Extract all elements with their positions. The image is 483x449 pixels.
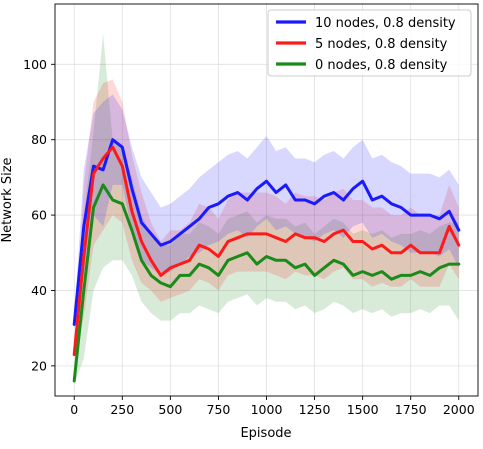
y-tick-label: 100 xyxy=(23,57,47,72)
y-tick-label: 40 xyxy=(31,283,47,298)
series-line xyxy=(72,183,461,383)
confidence-band xyxy=(74,79,459,359)
series-lines xyxy=(72,138,461,383)
x-tick-label: 750 xyxy=(207,402,231,417)
legend: 10 nodes, 0.8 density 5 nodes, 0.8 densi… xyxy=(267,9,472,77)
series-line xyxy=(72,145,461,356)
y-tick-label: 60 xyxy=(31,208,47,223)
legend-label-10-nodes: 10 nodes, 0.8 density xyxy=(315,16,456,31)
legend-label-0-nodes: 0 nodes, 0.8 density xyxy=(315,58,448,73)
confidence-bands xyxy=(74,34,459,385)
x-tick-label: 1000 xyxy=(251,402,283,417)
y-tick-label: 80 xyxy=(31,132,47,147)
x-tick-label: 0 xyxy=(70,402,78,417)
series-line xyxy=(72,138,461,326)
confidence-band xyxy=(74,34,459,385)
y-tick-label: 20 xyxy=(31,358,47,373)
y-axis-label: Network Size xyxy=(0,157,15,242)
confidence-band xyxy=(74,94,459,329)
x-tick-label: 1500 xyxy=(347,402,379,417)
legend-box xyxy=(267,9,472,77)
x-tick-label: 2000 xyxy=(443,402,475,417)
x-tick-label: 1750 xyxy=(395,402,427,417)
legend-label-5-nodes: 5 nodes, 0.8 density xyxy=(315,37,448,52)
x-tick-label: 250 xyxy=(110,402,134,417)
axis-ticks: 0 250 500 750 1000 1250 1500 1750 2000 20 40 60 80 10… xyxy=(23,57,475,417)
x-axis-label: Episode xyxy=(240,426,291,441)
x-tick-label: 1250 xyxy=(299,402,331,417)
x-tick-label: 500 xyxy=(158,402,182,417)
